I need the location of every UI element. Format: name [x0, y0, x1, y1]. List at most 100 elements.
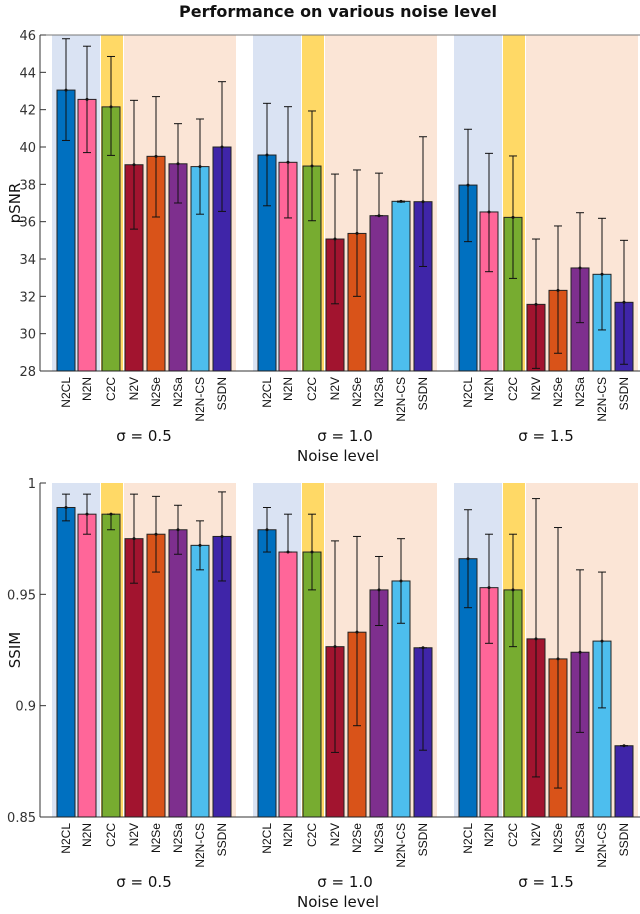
- category-label: N2N: [281, 377, 295, 401]
- category-label: N2Se: [551, 377, 565, 407]
- mean-marker: [377, 588, 381, 592]
- mean-marker: [198, 543, 202, 547]
- y-tick-label: 36: [19, 216, 36, 231]
- mean-marker: [333, 645, 337, 649]
- category-label: C2C: [506, 823, 520, 847]
- x-axis-label: Noise level: [297, 893, 379, 911]
- mean-marker: [310, 164, 314, 168]
- mean-marker: [286, 160, 290, 164]
- mean-marker: [421, 200, 425, 204]
- category-label: N2V: [127, 377, 141, 400]
- bar-n2n: [278, 551, 298, 818]
- category-label: N2Sa: [171, 377, 185, 407]
- category-label: C2C: [104, 823, 118, 847]
- category-label: N2CL: [59, 377, 73, 408]
- mean-marker: [109, 512, 113, 516]
- category-label: SSDN: [416, 823, 430, 856]
- category-label: N2CL: [461, 377, 475, 408]
- mean-marker: [355, 630, 359, 634]
- mean-marker: [466, 557, 470, 561]
- mean-marker: [220, 534, 224, 538]
- group-label: σ = 1.5: [518, 873, 573, 891]
- category-label: N2N: [80, 823, 94, 847]
- bar-n2se: [146, 533, 166, 818]
- y-tick-label: 0.9: [15, 700, 36, 715]
- category-label: N2Se: [350, 377, 364, 407]
- mean-marker: [578, 650, 582, 654]
- bar-c2c: [302, 551, 322, 818]
- mean-marker: [64, 505, 68, 509]
- mean-marker: [421, 646, 425, 650]
- category-label: N2V: [127, 823, 141, 846]
- bar-n2cl: [56, 506, 76, 818]
- category-label: N2N: [80, 377, 94, 401]
- category-label: SSDN: [617, 377, 631, 410]
- category-label: N2Sa: [372, 823, 386, 853]
- category-label: C2C: [506, 377, 520, 401]
- mean-marker: [487, 586, 491, 590]
- category-label: N2CL: [461, 823, 475, 854]
- mean-marker: [154, 532, 158, 536]
- mean-marker: [578, 266, 582, 270]
- group-label: σ = 0.5: [116, 873, 171, 891]
- category-label: N2Sa: [573, 377, 587, 407]
- category-label: N2N-CS: [595, 823, 609, 868]
- category-label: N2V: [529, 823, 543, 846]
- mean-marker: [511, 215, 515, 219]
- mean-marker: [132, 537, 136, 541]
- category-label: N2Se: [551, 823, 565, 853]
- group-label: σ = 0.5: [116, 427, 171, 445]
- mean-marker: [286, 550, 290, 554]
- mean-marker: [622, 300, 626, 304]
- mean-marker: [622, 744, 626, 748]
- y-tick-label: 38: [19, 178, 36, 193]
- bar-n2n: [77, 513, 97, 818]
- x-axis-label: Noise level: [297, 447, 379, 465]
- group-label: σ = 1.0: [317, 873, 372, 891]
- category-label: SSDN: [215, 377, 229, 410]
- bar-ssdn: [614, 745, 634, 818]
- mean-marker: [176, 528, 180, 532]
- category-label: N2Sa: [372, 377, 386, 407]
- y-tick-label: 0.85: [7, 811, 36, 826]
- category-label: N2Sa: [171, 823, 185, 853]
- y-tick-label: 44: [19, 66, 36, 81]
- y-tick-label: 46: [19, 29, 36, 44]
- mean-marker: [399, 579, 403, 583]
- bar-n2n-cs: [391, 200, 411, 372]
- category-label: N2N-CS: [595, 377, 609, 422]
- bar-n2sa: [168, 529, 188, 818]
- mean-marker: [377, 214, 381, 218]
- category-label: N2N: [482, 823, 496, 847]
- mean-marker: [534, 302, 538, 306]
- mean-marker: [154, 154, 158, 158]
- y-axis-label: SSIM: [6, 632, 24, 668]
- category-label: N2Se: [149, 823, 163, 853]
- category-label: N2CL: [59, 823, 73, 854]
- category-label: N2Sa: [573, 823, 587, 853]
- mean-marker: [132, 163, 136, 167]
- mean-marker: [85, 97, 89, 101]
- mean-marker: [85, 512, 89, 516]
- mean-marker: [556, 657, 560, 661]
- mean-marker: [487, 210, 491, 214]
- category-label: N2CL: [260, 823, 274, 854]
- y-tick-label: 40: [19, 141, 36, 156]
- category-label: C2C: [305, 377, 319, 401]
- category-label: C2C: [305, 823, 319, 847]
- group-label: σ = 1.0: [317, 427, 372, 445]
- mean-marker: [399, 199, 403, 203]
- category-label: N2N: [281, 823, 295, 847]
- y-tick-label: 28: [19, 365, 36, 380]
- category-label: C2C: [104, 377, 118, 401]
- bar-n2n-cs: [190, 544, 210, 818]
- bar-n2sa: [369, 215, 389, 372]
- bar-n2cl: [257, 529, 277, 818]
- category-label: N2N-CS: [193, 377, 207, 422]
- mean-marker: [355, 231, 359, 235]
- mean-marker: [176, 162, 180, 166]
- chart-title: Performance on various noise level: [179, 2, 497, 21]
- mean-marker: [310, 550, 314, 554]
- bar-c2c: [101, 513, 121, 818]
